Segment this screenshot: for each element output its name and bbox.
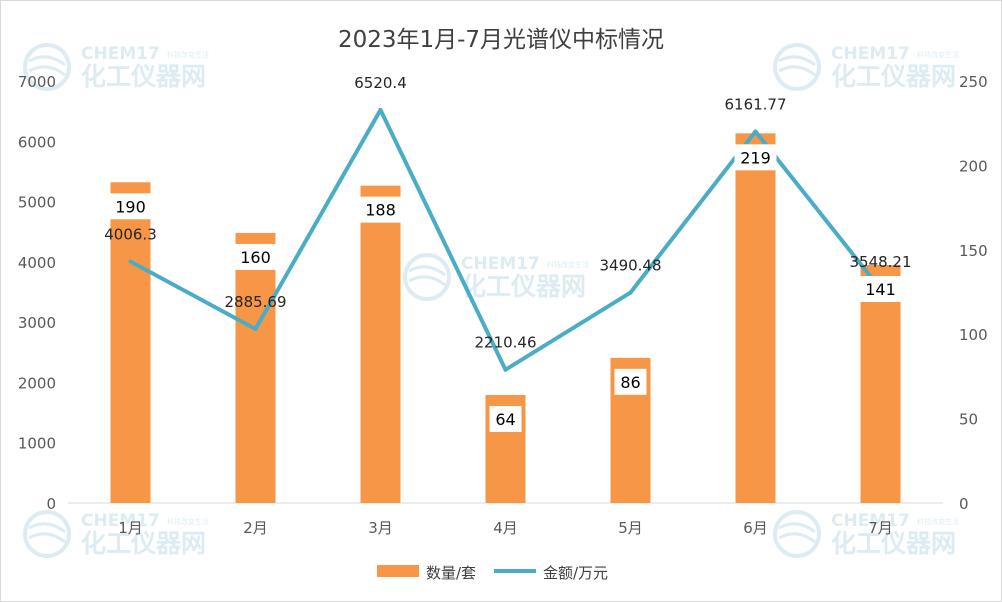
legend-swatch-quantity <box>377 565 419 577</box>
watermark-logo-icon <box>403 253 451 301</box>
left-y-tick-label: 3000 <box>18 314 56 332</box>
watermark-brand: CHEM17 <box>831 44 910 64</box>
right-y-tick-label: 100 <box>959 326 988 344</box>
bar-1月 <box>110 182 151 503</box>
line-data-labels: 4006.3 2885.69 6520.4 2210.46 3490.48 6161.77… <box>104 74 911 352</box>
bar-2月 <box>235 232 276 504</box>
x-axis: 1月 2月 3月 4月 5月 6月 7月 <box>118 519 893 537</box>
left-y-axis: 0 1000 2000 3000 4000 5000 6000 7000 <box>18 73 56 513</box>
x-tick-label: 2月 <box>243 519 268 537</box>
watermark-brand: CHEM17 <box>461 254 540 274</box>
bar-data-label: 219 <box>740 148 771 167</box>
right-y-tick-label: 250 <box>959 73 988 91</box>
bar-7月 <box>860 264 901 503</box>
watermark-logo-icon <box>773 510 821 558</box>
x-tick-label: 5月 <box>618 519 643 537</box>
watermark-logo-icon <box>773 43 821 91</box>
bar-data-label: 86 <box>620 373 640 392</box>
watermark-tagline: 科技改变生活 <box>167 50 209 59</box>
watermark-tagline: 科技改变生活 <box>917 50 959 59</box>
right-y-tick-label: 200 <box>959 157 988 175</box>
watermark-name: 化工仪器网 <box>461 272 586 301</box>
watermark-brand: CHEM17 <box>81 511 160 531</box>
left-y-tick-label: 2000 <box>18 374 56 392</box>
line-data-label: 6520.4 <box>354 74 407 92</box>
bar-label-box <box>734 144 777 171</box>
watermark-name: 化工仪器网 <box>81 529 206 558</box>
left-y-tick-label: 6000 <box>18 133 56 151</box>
bar-data-label: 188 <box>365 201 396 220</box>
watermark-logo-swoosh-icon <box>778 522 816 544</box>
amount-point-3月 <box>378 107 383 112</box>
watermark-tagline: 科技改变生活 <box>167 517 209 526</box>
watermark-logo-icon <box>23 510 71 558</box>
legend-label-amount: 金额/万元 <box>543 564 608 582</box>
bar-data-label: 160 <box>240 248 271 267</box>
watermark-logo-swoosh-icon <box>778 55 816 77</box>
x-tick-label: 1月 <box>118 519 143 537</box>
watermark-name: 化工仪器网 <box>81 62 206 91</box>
watermark-logo-swoosh-icon <box>28 55 66 77</box>
bar-6月 <box>735 133 776 503</box>
right-y-tick-label: 150 <box>959 242 988 260</box>
left-y-tick-label: 4000 <box>18 254 56 272</box>
chart-title: 2023年1月-7月光谱仪中标情况 <box>338 27 664 53</box>
watermark-tagline: 科技改变生活 <box>547 260 589 269</box>
x-tick-label: 4月 <box>493 519 518 537</box>
bar-data-labels: 190 160 188 64 86 219 141 <box>109 144 902 432</box>
bar-data-label: 190 <box>115 197 146 216</box>
line-data-label: 6161.77 <box>724 96 786 114</box>
amount-point-4月 <box>503 367 508 372</box>
legend-label-quantity: 数量/套 <box>426 564 476 582</box>
watermark-brand: CHEM17 <box>81 44 160 64</box>
line-data-label: 3490.48 <box>599 257 661 275</box>
watermark-tagline: 科技改变生活 <box>917 517 959 526</box>
x-tick-label: 3月 <box>368 519 393 537</box>
watermark-logo-swoosh-icon <box>408 265 446 287</box>
bar-label-box <box>859 275 902 302</box>
bar-data-label: 64 <box>495 410 515 429</box>
bar-label-box <box>234 243 277 270</box>
watermark-logo-swoosh-icon <box>28 522 66 544</box>
bar-data-label: 141 <box>865 280 896 299</box>
bar-label-box <box>614 368 647 395</box>
x-tick-label: 6月 <box>743 519 768 537</box>
amount-point-2月 <box>253 327 258 332</box>
right-y-tick-label: 50 <box>959 411 978 429</box>
watermark-logo-icon <box>23 43 71 91</box>
bar-label-box <box>109 193 152 220</box>
watermark-brand: CHEM17 <box>831 511 910 531</box>
line-series <box>128 107 883 372</box>
right-y-tick-label: 0 <box>959 495 969 513</box>
bar-3月 <box>360 185 401 503</box>
amount-point-1月 <box>128 259 133 264</box>
watermark-name: 化工仪器网 <box>831 62 956 91</box>
watermark-name: 化工仪器网 <box>831 529 956 558</box>
left-y-tick-label: 1000 <box>18 435 56 453</box>
left-y-tick-label: 7000 <box>18 73 56 91</box>
left-y-tick-label: 5000 <box>18 194 56 212</box>
right-y-axis: 0 50 100 150 200 250 <box>959 73 988 513</box>
legend: 数量/套 金额/万元 <box>377 564 608 582</box>
bar-series <box>110 133 901 504</box>
line-data-label: 3548.21 <box>849 253 911 271</box>
x-tick-label: 7月 <box>868 519 893 537</box>
line-data-label: 2210.46 <box>474 334 536 352</box>
amount-point-5月 <box>628 290 633 295</box>
line-data-label: 2885.69 <box>224 293 286 311</box>
line-data-label: 4006.3 <box>104 225 157 243</box>
left-y-tick-label: 0 <box>46 495 56 513</box>
bar-label-box <box>489 405 522 432</box>
amount-point-6月 <box>753 129 758 134</box>
bar-label-box <box>359 196 402 223</box>
